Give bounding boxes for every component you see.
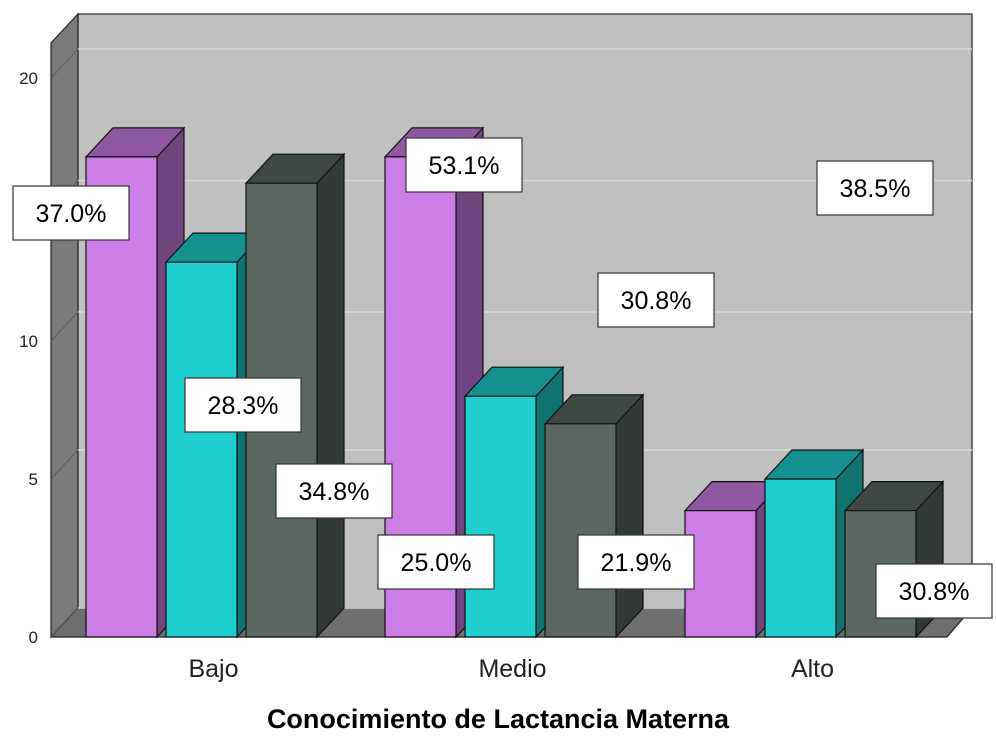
data-label: 37.0%	[12, 185, 130, 241]
data-label: 34.8%	[275, 463, 393, 519]
data-label: 38.5%	[816, 160, 934, 216]
y-tick-label: 10	[19, 332, 38, 351]
category-label: Alto	[791, 655, 834, 683]
data-label-text: 28.3%	[208, 392, 279, 420]
data-label: 30.8%	[597, 272, 715, 328]
y-axis-ticks: 0 5 10 20	[19, 69, 38, 647]
bar	[543, 393, 645, 639]
data-label-text: 30.8%	[899, 578, 970, 606]
y-tick-label: 20	[19, 69, 38, 88]
data-label: 21.9%	[577, 534, 695, 590]
x-axis-title: Conocimiento de Lactancia Materna	[267, 704, 730, 734]
data-label-text: 30.8%	[621, 287, 692, 315]
data-label-text: 37.0%	[36, 200, 107, 228]
data-label: 53.1%	[405, 137, 523, 193]
y-tick-label: 0	[29, 628, 38, 647]
data-label: 30.8%	[875, 563, 993, 619]
data-labels: 37.0% 28.3% 34.8% 53.1% 25.0% 21.9% 30.8% 38.5%…	[12, 137, 993, 619]
x-axis-categories: Bajo Medio Alto	[188, 655, 834, 683]
data-label-text: 38.5%	[840, 175, 911, 203]
data-label-text: 25.0%	[401, 549, 472, 577]
y-tick-label: 5	[29, 470, 38, 489]
gridline-side	[50, 48, 79, 79]
gridline-side	[50, 607, 79, 638]
data-label-text: 34.8%	[299, 478, 370, 506]
category-label: Bajo	[188, 655, 238, 683]
side-wall	[50, 12, 79, 639]
category-label: Medio	[478, 655, 546, 683]
data-label: 28.3%	[184, 377, 302, 433]
data-label-text: 21.9%	[601, 549, 672, 577]
gridline-side	[50, 311, 79, 342]
gridline-side	[50, 449, 79, 480]
data-label-text: 53.1%	[429, 152, 500, 180]
data-label: 25.0%	[377, 534, 495, 590]
